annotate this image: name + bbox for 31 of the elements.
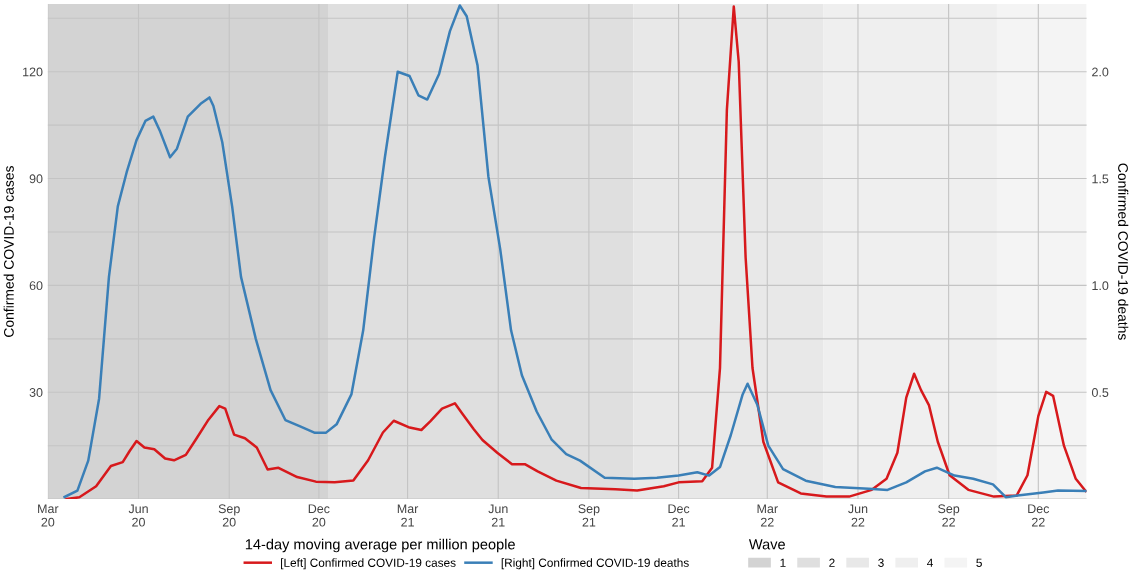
y-tick-label: 90 [29,174,43,184]
y2-axis-title: Confirmed COVID-19 deaths [1118,163,1129,340]
legend-title: 14-day moving average per million people [245,538,515,553]
x-tick-label: Mar 22 [757,504,778,527]
legend-label: 5 [976,558,982,567]
y2-tick-label: 0.5 [1091,388,1109,397]
legend-label: [Right] Confirmed COVID-19 deaths [501,558,689,570]
y-tick-label: 120 [23,67,43,77]
legend-label: 1 [780,558,786,567]
legend-label: 4 [927,558,933,567]
y2-tick-label: 1.0 [1092,281,1109,291]
legend-label: [Left] Confirmed COVID-19 cases [281,558,456,570]
legend-label: 3 [878,558,884,567]
y2-tick-label: 2.0 [1092,67,1109,77]
y-tick-label: 30 [29,388,43,397]
text: Wave [748,539,785,550]
x-tick-label: Sep 22 [938,504,960,527]
x-tick-label: Jun 21 [488,504,508,527]
y-axis-title: Confirmed COVID-19 cases [3,166,14,337]
x-tick-label: Dec 21 [668,504,690,527]
x-tick-label: Mar 20 [38,504,59,527]
x-tick-label: Dec 20 [308,504,330,527]
legend-label: 2 [829,558,835,567]
x-tick-label: Sep 21 [578,504,600,527]
x-tick-label: Sep 20 [218,504,240,527]
x-tick-label: Jun 20 [128,504,148,527]
x-tick-label: Jun 22 [848,504,868,527]
x-tick-label: Mar 21 [397,504,419,527]
y-tick-label: 60 [29,281,43,291]
y2-tick-label: 1.5 [1092,174,1109,184]
x-tick-label: Dec 22 [1028,504,1050,527]
